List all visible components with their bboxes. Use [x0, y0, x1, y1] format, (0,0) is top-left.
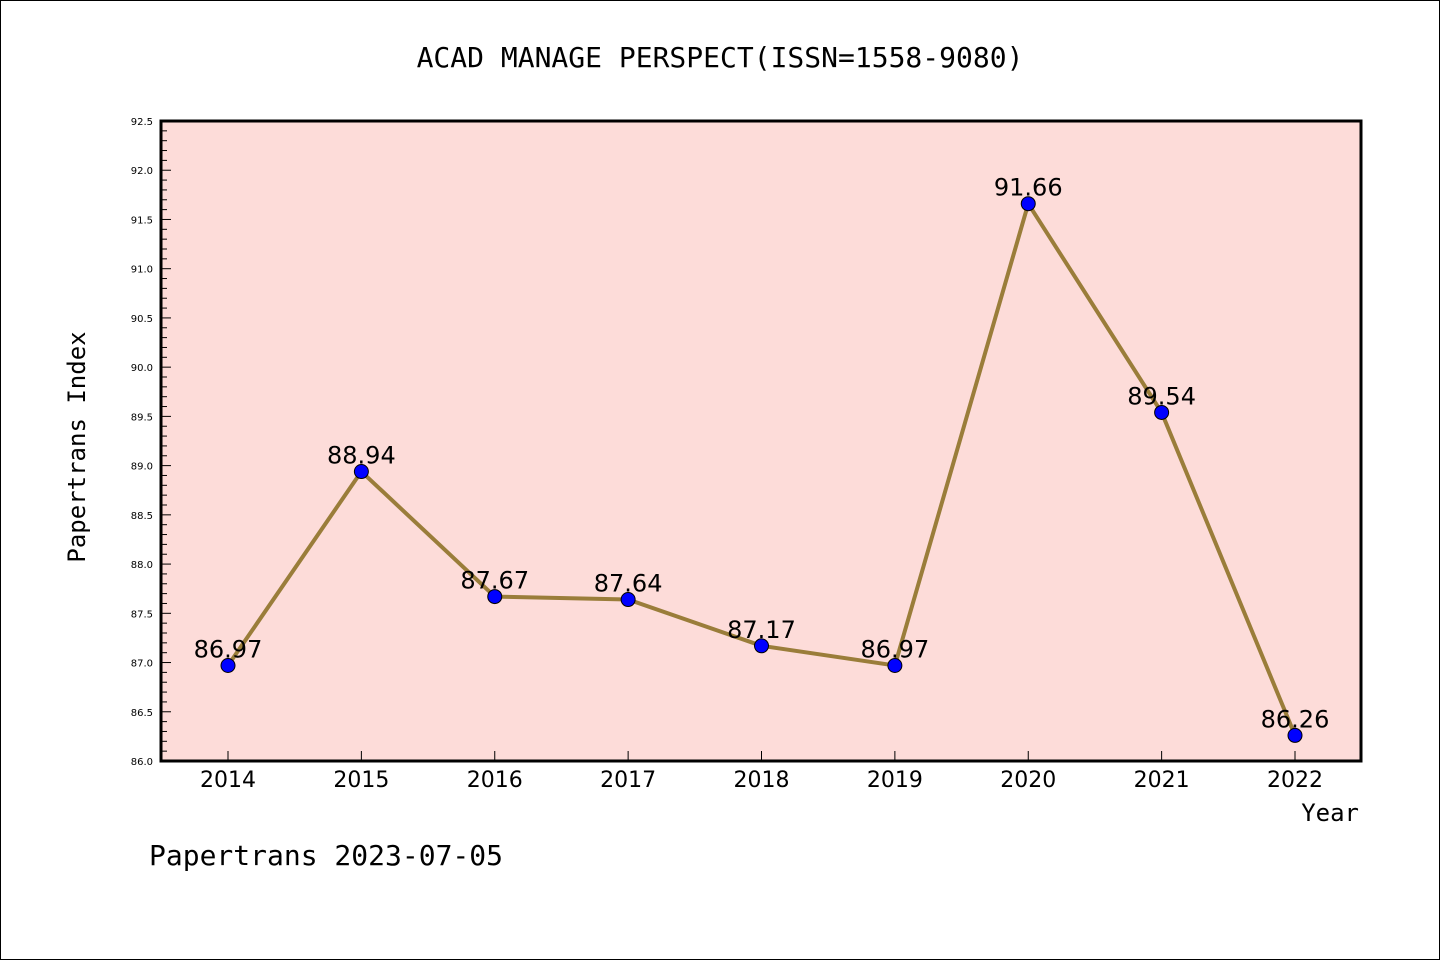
plot-border	[159, 119, 1363, 763]
y-tick-label: 89.5	[131, 412, 153, 423]
data-label: 86.97	[861, 635, 930, 663]
x-tick-label: 2021	[1134, 768, 1190, 793]
data-label: 86.26	[1261, 705, 1330, 733]
data-label: 91.66	[994, 174, 1063, 202]
data-point	[1287, 727, 1303, 743]
y-tick-label: 86.0	[131, 757, 153, 768]
x-axis: 2014 2015 2016 2017 2018 2019 2020 2021 2022	[200, 751, 1323, 793]
data-label: 86.97	[194, 635, 263, 663]
y-tick-label: 87.0	[131, 659, 153, 670]
y-tick-label: 88.5	[131, 511, 153, 522]
x-tick-label: 2020	[1000, 768, 1056, 793]
data-point	[1020, 196, 1036, 212]
series-markers	[220, 196, 1303, 743]
y-tick-label: 89.0	[131, 462, 153, 473]
y-tick-label: 88.0	[131, 560, 153, 571]
data-point	[353, 464, 369, 480]
x-axis-title: Year	[1301, 799, 1359, 827]
y-axis: 86.0 86.5 87.0 87.5 88.0 88.5 89.0 89.5 90.0 90.5…	[131, 117, 171, 768]
data-label: 87.17	[727, 616, 796, 644]
data-label: 87.67	[460, 567, 529, 595]
data-label: 87.64	[594, 570, 663, 598]
x-tick-label: 2014	[200, 768, 256, 793]
y-tick-label: 91.0	[131, 265, 153, 276]
x-tick-label: 2016	[467, 768, 523, 793]
y-tick-label: 90.0	[131, 363, 153, 374]
plot-area	[161, 121, 1361, 761]
footer-text: Papertrans 2023-07-05	[149, 839, 503, 872]
x-tick-label: 2015	[333, 768, 389, 793]
x-tick-label: 2019	[867, 768, 923, 793]
data-label: 88.94	[327, 442, 396, 470]
data-label: 89.54	[1127, 382, 1196, 410]
x-tick-label: 2022	[1267, 768, 1323, 793]
y-tick-label: 90.5	[131, 314, 153, 325]
data-point	[754, 638, 769, 654]
y-tick-label: 92.0	[131, 166, 153, 177]
data-point	[1154, 404, 1170, 420]
y-tick-label: 86.5	[131, 708, 153, 719]
data-labels: 86.97 88.94 87.67 87.64 87.17 86.97 91.66 89.54…	[194, 174, 1330, 734]
y-tick-label: 91.5	[131, 215, 153, 226]
x-tick-label: 2018	[734, 768, 790, 793]
data-point	[620, 592, 636, 608]
x-tick-label: 2017	[600, 768, 656, 793]
y-tick-label: 87.5	[131, 609, 153, 620]
data-point	[887, 657, 903, 673]
chart-title: ACAD MANAGE PERSPECT(ISSN=1558-9080)	[417, 41, 1024, 74]
data-point	[220, 657, 236, 673]
y-axis-title: Papertrans Index	[63, 331, 91, 562]
data-point	[487, 589, 503, 605]
y-tick-label: 92.5	[131, 117, 153, 128]
